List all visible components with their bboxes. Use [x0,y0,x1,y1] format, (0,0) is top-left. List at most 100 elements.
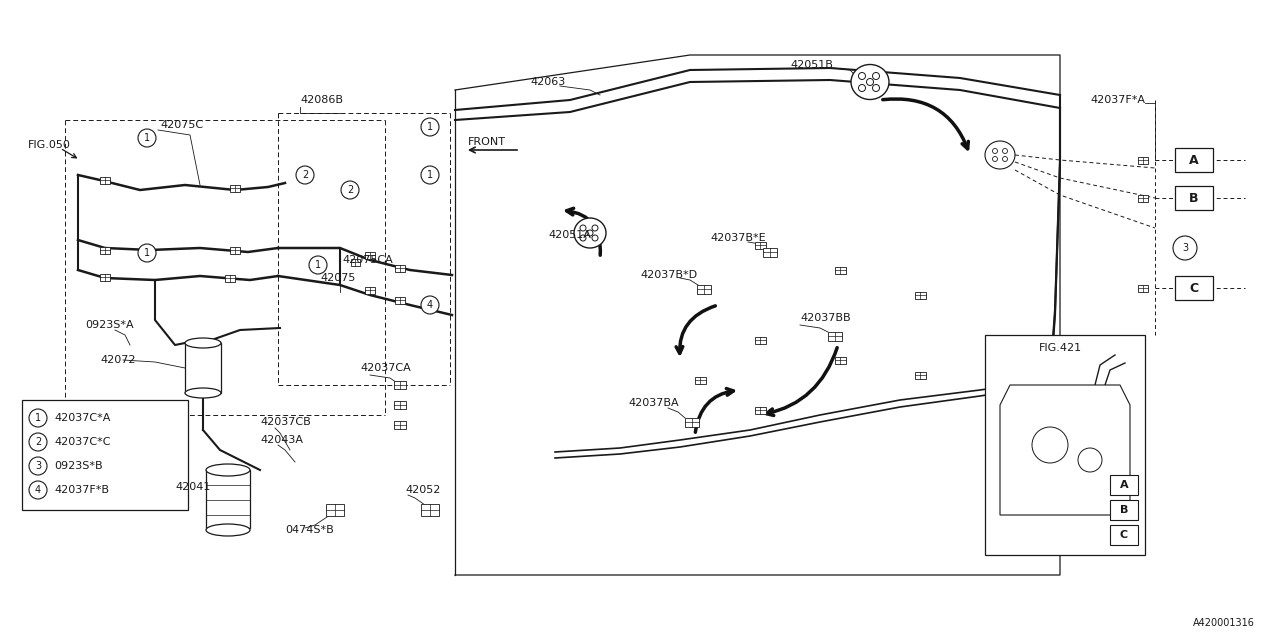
Bar [1175,148,1213,172]
Circle shape [867,79,873,86]
Text: 2: 2 [35,437,41,447]
Circle shape [421,166,439,184]
Text: 3: 3 [1181,243,1188,253]
Bar [835,266,846,273]
Bar [394,421,406,429]
Text: 42041: 42041 [175,482,210,492]
Circle shape [421,118,439,136]
Text: C: C [1189,282,1198,294]
Bar [365,287,375,294]
Text: 42037BA: 42037BA [628,398,678,408]
Circle shape [591,235,598,241]
Ellipse shape [206,524,250,536]
Text: A420001316: A420001316 [1193,618,1254,628]
Text: 0923S*B: 0923S*B [54,461,102,471]
Bar [763,248,777,257]
Bar [828,332,842,340]
Text: 42037CB: 42037CB [260,417,311,427]
Text: 4: 4 [428,300,433,310]
Text: 42075C: 42075C [160,120,204,130]
Bar [421,504,439,516]
Text: 42037B*D: 42037B*D [640,270,698,280]
Bar [1175,276,1213,300]
Bar [365,252,375,259]
Circle shape [873,84,879,92]
Text: 42086B: 42086B [300,95,343,105]
Bar [1175,186,1213,210]
Text: 1: 1 [428,122,433,132]
Bar [754,337,765,344]
Circle shape [591,225,598,231]
Bar [394,381,406,389]
Circle shape [138,244,156,262]
Text: 1: 1 [143,133,150,143]
Polygon shape [1000,385,1130,515]
Text: FIG.050: FIG.050 [28,140,70,150]
Text: 1: 1 [315,260,321,270]
Bar [225,275,236,282]
Text: 2: 2 [302,170,308,180]
Bar [100,273,110,280]
Circle shape [1172,236,1197,260]
Text: 42037C*C: 42037C*C [54,437,110,447]
Text: 42075: 42075 [320,273,356,283]
Text: 0474S*B: 0474S*B [285,525,334,535]
Bar [230,184,241,191]
Bar [1110,475,1138,495]
Ellipse shape [186,338,221,348]
Bar [206,470,250,528]
Circle shape [580,225,586,231]
Text: C: C [1120,530,1128,540]
Circle shape [580,235,586,241]
Ellipse shape [206,464,250,476]
Text: 1: 1 [35,413,41,423]
Circle shape [859,72,865,79]
Circle shape [340,181,358,199]
Ellipse shape [986,141,1015,169]
Circle shape [1032,427,1068,463]
Circle shape [308,256,326,274]
Text: 42037F*B: 42037F*B [54,485,109,495]
Text: 42052: 42052 [404,485,440,495]
Circle shape [1078,448,1102,472]
Bar [986,335,1146,555]
Circle shape [859,84,865,92]
Bar [754,406,765,413]
Circle shape [296,166,314,184]
Ellipse shape [573,218,605,248]
Bar [100,246,110,253]
Ellipse shape [851,65,890,99]
Circle shape [1002,157,1007,161]
Text: 42075CA: 42075CA [342,255,393,265]
Text: FIG.421: FIG.421 [1038,343,1082,353]
Bar [1138,157,1148,163]
Circle shape [873,72,879,79]
Circle shape [992,148,997,154]
Bar [914,371,925,378]
Text: B: B [1189,191,1199,205]
Text: FRONT: FRONT [468,137,506,147]
Bar [230,246,241,253]
Bar [698,285,710,294]
Text: 0923S*A: 0923S*A [84,320,133,330]
Bar [22,400,188,510]
Text: 4: 4 [35,485,41,495]
Bar [695,376,705,383]
Circle shape [29,457,47,475]
Text: B: B [1120,505,1128,515]
Text: 42037C*A: 42037C*A [54,413,110,423]
Circle shape [992,157,997,161]
Text: 42037B*E: 42037B*E [710,233,765,243]
Circle shape [421,296,439,314]
Bar [326,504,344,516]
Text: 42051B: 42051B [790,60,833,70]
Bar [1110,500,1138,520]
Bar [396,296,404,303]
Circle shape [29,409,47,427]
Bar [835,356,846,364]
Bar [396,264,404,271]
Text: 1: 1 [428,170,433,180]
Text: 42063: 42063 [530,77,566,87]
Ellipse shape [186,388,221,398]
Bar [914,291,925,298]
